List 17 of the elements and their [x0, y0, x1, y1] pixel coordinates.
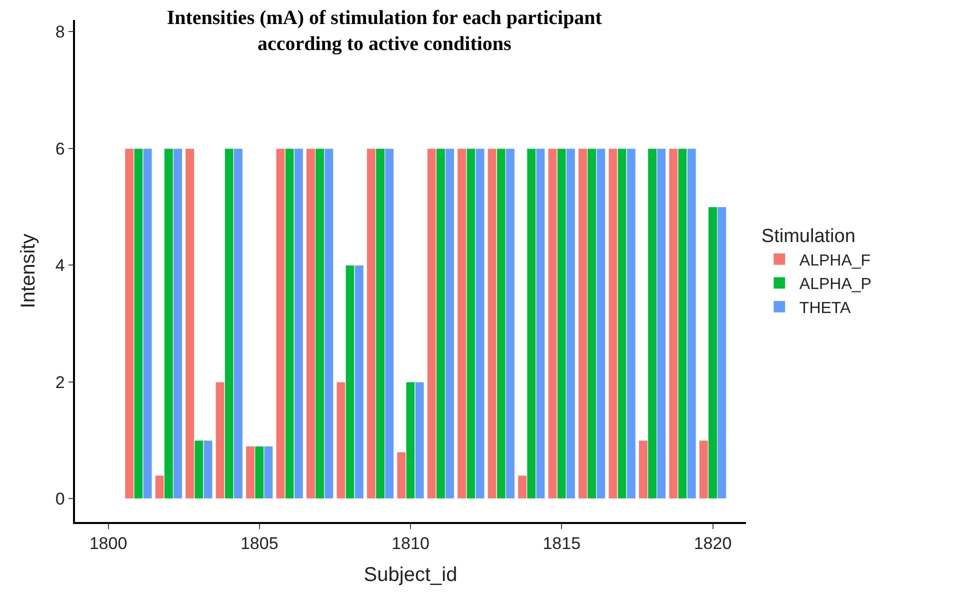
- chart-title: Intensities (mA) of stimulation for each participant according to active conditions: [166, 6, 602, 55]
- y-axis-title: Intensity: [17, 234, 40, 308]
- x-tick-label: 1810: [392, 534, 430, 554]
- legend-label: ALPHA_P: [799, 276, 872, 294]
- x-tick-label: 1805: [240, 534, 278, 554]
- y-tick-label: 2: [55, 372, 65, 392]
- y-tick-label: 8: [55, 22, 65, 42]
- x-tick-label: 1800: [89, 534, 128, 554]
- x-tick-label: 1815: [542, 534, 581, 554]
- x-tick-label: 1820: [694, 534, 732, 554]
- legend-title: Stimulation: [761, 226, 856, 248]
- y-tick-label: 0: [55, 490, 65, 509]
- x-axis-title: Subject_id: [364, 564, 458, 586]
- legend-label: THETA: [799, 300, 852, 317]
- legend-label: ALPHA_F: [799, 252, 871, 270]
- y-tick-label: 6: [55, 139, 65, 158]
- y-tick-label: 4: [55, 256, 65, 276]
